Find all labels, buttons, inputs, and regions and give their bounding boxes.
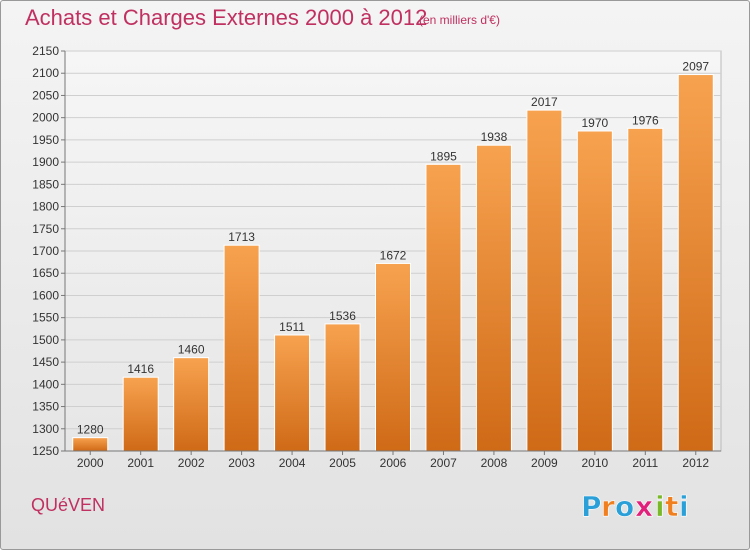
logo-letter: P — [581, 490, 602, 523]
y-tick-label: 1400 — [32, 377, 59, 391]
bar-value-label: 1672 — [380, 248, 407, 262]
bar-2002 — [173, 357, 210, 452]
bar-2007 — [425, 163, 462, 452]
bar-2000 — [72, 437, 109, 452]
x-tick-label: 2000 — [77, 456, 104, 470]
y-tick-label: 2100 — [32, 66, 59, 80]
bar-2004 — [274, 334, 311, 452]
y-tick-label: 1750 — [32, 222, 59, 236]
y-tick-label: 1900 — [32, 155, 59, 169]
y-axis: 1250 1300 1350 1400 1450 1500 1550 1600 1650 1700… — [32, 44, 66, 458]
bar-value-label: 2017 — [531, 95, 558, 109]
x-tick-label: 2002 — [178, 456, 205, 470]
logo-letter: r — [601, 490, 615, 523]
bar-2006 — [375, 262, 411, 452]
x-tick-label: 2009 — [531, 456, 558, 470]
bar-value-label: 1511 — [279, 320, 305, 334]
bar-value-label: 1970 — [581, 116, 608, 130]
bar-2005 — [324, 323, 361, 452]
bars: 1280 1416 1460 1713 1511 1536 1672 1895 1938 2017… — [72, 60, 714, 452]
y-tick-label: 1300 — [32, 422, 59, 436]
logo-letter: x — [635, 490, 653, 523]
y-tick-label: 2150 — [32, 44, 59, 58]
x-tick-label: 2003 — [228, 456, 255, 470]
bar-value-label: 1895 — [430, 149, 457, 163]
x-tick-label: 2012 — [682, 456, 709, 470]
bar-2010 — [576, 130, 613, 452]
bar-value-label: 2097 — [682, 60, 709, 74]
y-tick-label: 1850 — [32, 177, 59, 191]
y-tick-label: 1550 — [32, 311, 59, 325]
y-tick-label: 1700 — [32, 244, 59, 258]
bar-2011 — [627, 127, 664, 452]
bar-value-label: 1416 — [127, 362, 154, 376]
logo-letter: i — [679, 490, 689, 523]
y-tick-label: 1650 — [32, 266, 59, 280]
commune-name: QUéVEN — [31, 495, 106, 515]
y-tick-label: 2000 — [32, 111, 59, 125]
x-tick-label: 2008 — [481, 456, 508, 470]
x-tick-label: 2004 — [279, 456, 306, 470]
chart-subtitle: (en milliers d'€) — [419, 13, 500, 27]
y-tick-label: 1500 — [32, 333, 59, 347]
x-axis: 2000 2001 2002 2003 2004 2005 2006 2007 2008 2009… — [65, 450, 721, 470]
bar-value-label: 1280 — [77, 423, 104, 437]
x-tick-label: 2011 — [632, 456, 658, 470]
bar-value-label: 1938 — [481, 130, 508, 144]
x-tick-label: 2006 — [380, 456, 407, 470]
chart-title: Achats et Charges Externes 2000 à 2012 — [25, 5, 428, 30]
y-tick-label: 1350 — [32, 400, 59, 414]
y-tick-label: 1600 — [32, 288, 59, 302]
y-tick-label: 1250 — [32, 444, 59, 458]
x-tick-label: 2007 — [430, 456, 457, 470]
x-tick-label: 2005 — [329, 456, 356, 470]
y-tick-label: 1450 — [32, 355, 59, 369]
bar-2009 — [526, 109, 563, 452]
y-tick-label: 1950 — [32, 133, 59, 147]
logo-letter: t — [665, 490, 678, 523]
logo-letter: i — [655, 490, 665, 523]
bar-value-label: 1536 — [329, 309, 356, 323]
y-tick-label: 2050 — [32, 88, 59, 102]
bar-2003 — [223, 244, 260, 452]
x-tick-label: 2001 — [127, 456, 154, 470]
y-tick-label: 1800 — [32, 200, 59, 214]
bar-value-label: 1976 — [632, 113, 659, 127]
x-tick-label: 2010 — [581, 456, 608, 470]
bar-2008 — [475, 144, 512, 452]
bar-2001 — [122, 376, 159, 452]
bar-value-label: 1713 — [228, 230, 255, 244]
logo-letter: o — [615, 490, 634, 523]
bar-2012 — [677, 74, 714, 452]
bar-value-label: 1460 — [178, 343, 205, 357]
